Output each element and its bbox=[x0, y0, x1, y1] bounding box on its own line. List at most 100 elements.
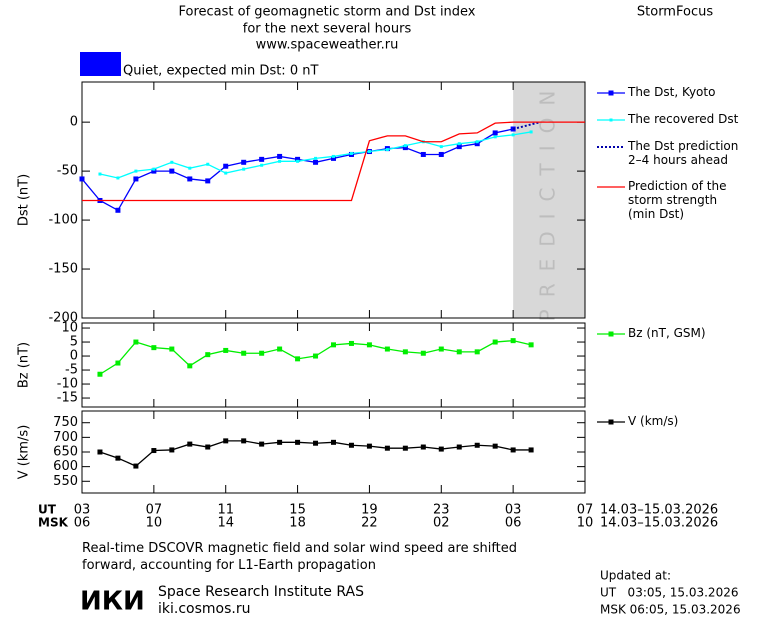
y-tick-label: -10 bbox=[57, 377, 78, 392]
y-axis-label: Bz (nT) bbox=[17, 342, 32, 388]
y-tick-label: 750 bbox=[53, 415, 78, 430]
data-point bbox=[529, 130, 533, 134]
data-point bbox=[223, 163, 229, 169]
data-point bbox=[511, 133, 515, 137]
data-point bbox=[492, 443, 498, 449]
data-point bbox=[115, 455, 121, 461]
data-point bbox=[169, 447, 175, 453]
data-point bbox=[474, 442, 480, 448]
y-axis-label: Dst (nT) bbox=[17, 174, 32, 226]
data-point bbox=[474, 349, 480, 355]
x-tick-label: 11 bbox=[217, 503, 234, 518]
data-point bbox=[259, 350, 265, 356]
data-point bbox=[493, 135, 497, 139]
data-point bbox=[296, 159, 300, 163]
data-point bbox=[97, 449, 103, 455]
y-tick-label: 600 bbox=[53, 459, 78, 474]
x-tick-label: 03 bbox=[74, 503, 91, 518]
data-point bbox=[241, 350, 247, 356]
data-point bbox=[366, 342, 372, 348]
data-point bbox=[384, 445, 390, 451]
y-tick-label: -5 bbox=[65, 363, 78, 378]
updated: Updated at: bbox=[600, 569, 671, 583]
data-point bbox=[456, 349, 462, 355]
data-point bbox=[403, 144, 407, 148]
data-point bbox=[439, 145, 443, 149]
data-point bbox=[205, 444, 211, 450]
data-point bbox=[402, 349, 408, 355]
data-point bbox=[402, 145, 408, 151]
updated-ut: UT 03:05, 15.03.2026 bbox=[600, 586, 738, 600]
data-point bbox=[348, 442, 354, 448]
data-point bbox=[313, 440, 319, 446]
legend-marker bbox=[609, 118, 613, 122]
legend-label: The Dst prediction 2–4 hours ahead bbox=[628, 139, 739, 167]
legend-label: V (km/s) bbox=[628, 414, 679, 428]
data-point bbox=[151, 448, 157, 454]
data-point bbox=[313, 159, 319, 165]
data-point bbox=[402, 445, 408, 451]
brand: StormFocus bbox=[637, 5, 713, 20]
x-tick-label: 07 bbox=[577, 503, 594, 518]
data-point bbox=[475, 140, 479, 144]
data-point bbox=[385, 148, 389, 152]
data-point bbox=[187, 363, 193, 369]
updated-msk: MSK 06:05, 15.03.2026 bbox=[600, 603, 741, 617]
x-tick-label: 15 bbox=[289, 503, 306, 518]
data-point bbox=[241, 438, 247, 444]
data-point bbox=[133, 176, 139, 182]
panel-frame bbox=[81, 410, 586, 494]
legend-label: Prediction of the storm strength (min Ds… bbox=[628, 179, 727, 221]
data-point bbox=[278, 159, 282, 163]
y-tick-label: 650 bbox=[53, 445, 78, 460]
data-point bbox=[187, 441, 193, 447]
data-point bbox=[438, 446, 444, 452]
data-point bbox=[98, 172, 102, 176]
x-tick-label: 06 bbox=[505, 516, 522, 531]
legend-marker bbox=[608, 90, 614, 96]
data-point bbox=[151, 168, 157, 174]
data-point bbox=[241, 159, 247, 165]
legend-label: The recovered Dst bbox=[628, 112, 739, 126]
y-tick-label: -200 bbox=[48, 311, 78, 326]
data-point bbox=[133, 339, 139, 345]
x-tick-label: 14 bbox=[217, 516, 234, 531]
x-axis-label: MSK bbox=[38, 516, 69, 530]
data-point bbox=[259, 441, 265, 447]
legend-label: Bz (nT, GSM) bbox=[628, 326, 706, 340]
data-point bbox=[224, 171, 228, 175]
y-tick-label: 700 bbox=[53, 430, 78, 445]
caption: Real-time DSCOVR magnetic field and sola… bbox=[82, 541, 518, 573]
y-tick-label: -15 bbox=[57, 391, 78, 406]
logo: ИКИ bbox=[80, 587, 145, 617]
data-point bbox=[151, 345, 157, 351]
x-tick-label: 19 bbox=[361, 503, 378, 518]
data-point bbox=[277, 346, 283, 352]
data-point bbox=[116, 176, 120, 180]
data-point bbox=[259, 156, 265, 162]
data-point bbox=[79, 176, 85, 182]
x-tick-label: 18 bbox=[289, 516, 306, 531]
status: Quiet, expected min Dst: 0 nT bbox=[123, 64, 318, 79]
data-point bbox=[457, 142, 461, 146]
data-point bbox=[384, 346, 390, 352]
x-axis-label: UT bbox=[38, 503, 57, 517]
data-point bbox=[223, 438, 229, 444]
series-line bbox=[512, 121, 541, 130]
data-point bbox=[332, 154, 335, 158]
site: www.spaceweather.ru bbox=[256, 38, 399, 53]
data-point bbox=[242, 167, 246, 171]
x-tick-label: 03 bbox=[505, 503, 522, 518]
data-point bbox=[349, 151, 353, 155]
data-point bbox=[420, 444, 426, 450]
legend-label: The Dst, Kyoto bbox=[628, 85, 716, 99]
x-tick-label: 07 bbox=[146, 503, 163, 518]
data-point bbox=[277, 153, 283, 159]
data-point bbox=[348, 340, 354, 346]
legend-marker bbox=[608, 419, 614, 425]
band-label: PREDICTION bbox=[536, 79, 560, 322]
data-point bbox=[295, 156, 301, 162]
y-tick-label: -50 bbox=[57, 164, 78, 179]
data-point bbox=[152, 167, 156, 171]
